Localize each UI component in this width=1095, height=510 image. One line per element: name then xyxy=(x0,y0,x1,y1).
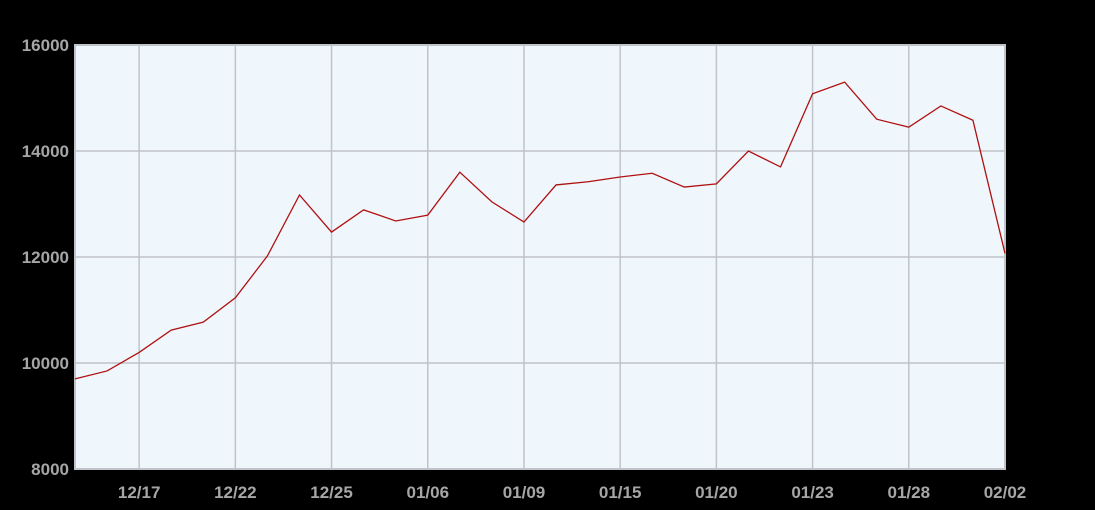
x-tick-label: 01/06 xyxy=(406,483,449,502)
x-tick-label: 12/25 xyxy=(310,483,353,502)
series-line xyxy=(74,81,1006,380)
x-tick-label: 12/17 xyxy=(118,483,161,502)
y-tick-label: 10000 xyxy=(22,354,69,373)
grid-lines xyxy=(75,44,1006,470)
x-tick-label: 01/28 xyxy=(888,483,931,502)
x-tick-label: 01/15 xyxy=(599,483,642,502)
y-tick-label: 12000 xyxy=(22,248,69,267)
x-tick-label: 12/22 xyxy=(214,483,257,502)
x-tick-label: 02/02 xyxy=(984,483,1027,502)
x-tick-label: 01/23 xyxy=(791,483,834,502)
y-tick-label: 16000 xyxy=(22,36,69,55)
data-points xyxy=(74,82,1006,379)
y-tick-label: 8000 xyxy=(31,460,69,479)
y-tick-label: 14000 xyxy=(22,142,69,161)
x-tick-label: 01/09 xyxy=(503,483,546,502)
x-tick-label: 01/20 xyxy=(695,483,738,502)
y-axis-ticks: 8000 10000 12000 14000 16000 xyxy=(22,36,69,479)
x-axis-ticks: 12/17 12/22 12/25 01/06 01/09 01/15 01/20 01/23… xyxy=(118,483,1026,502)
